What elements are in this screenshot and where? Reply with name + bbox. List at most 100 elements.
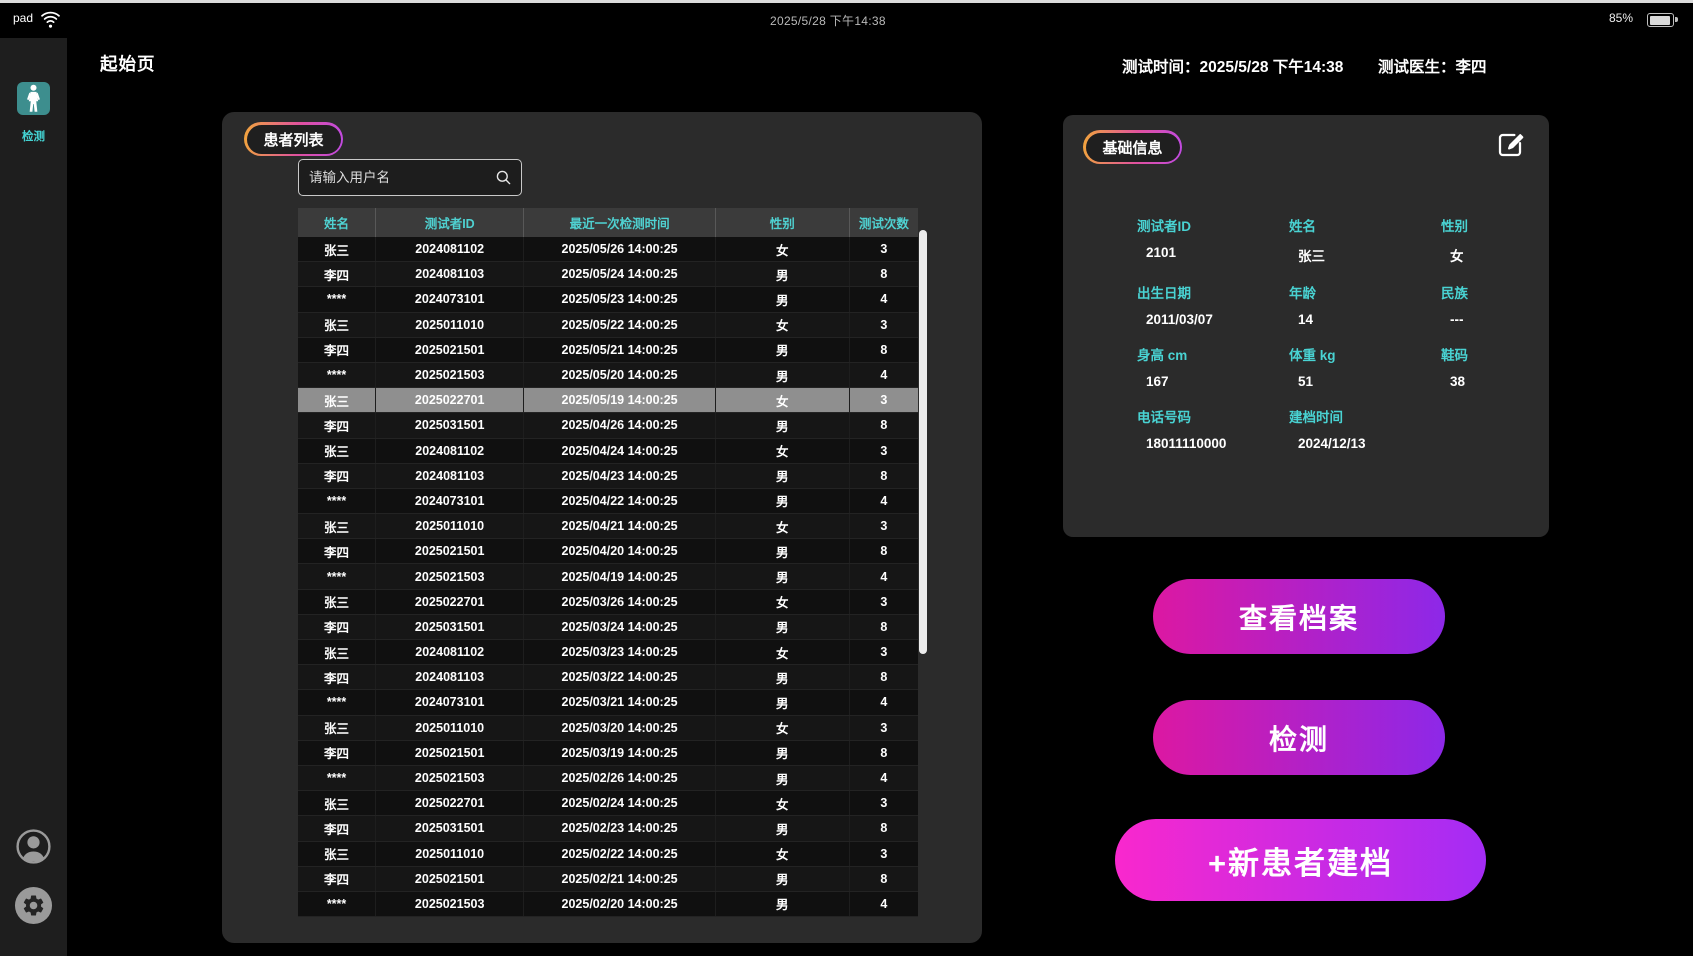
table-row[interactable]: **** 2025021503 2025/02/26 14:00:25 男 4	[298, 765, 918, 792]
table-cell: 2024081102	[376, 237, 525, 262]
table-cell: 4	[880, 896, 888, 911]
table-row[interactable]: 李四 2024081103 2025/03/22 14:00:25 男 8	[298, 665, 918, 691]
table-cell: 李四	[298, 337, 377, 362]
new-patient-button[interactable]: +新患者建档	[1115, 819, 1486, 901]
table-cell: 男	[716, 463, 850, 488]
field-value: 2101	[1146, 245, 1177, 260]
table-row[interactable]: 李四 2025031501 2025/04/26 14:00:25 男 8	[298, 413, 918, 439]
profile-icon[interactable]	[15, 828, 52, 865]
table-row[interactable]: 张三 2025011010 2025/04/21 14:00:25 女 3	[298, 514, 918, 540]
table-cell: 女	[716, 640, 850, 665]
search-input[interactable]	[307, 169, 494, 186]
scrollbar-thumb[interactable]	[919, 230, 927, 654]
table-row[interactable]: 李四 2024081103 2025/05/24 14:00:25 男 8	[298, 262, 918, 288]
table-cell: 女	[716, 237, 850, 262]
table-cell: ****	[298, 765, 377, 791]
table-row[interactable]: **** 2024073101 2025/04/22 14:00:25 男 4	[298, 488, 918, 515]
table-cell: 2025/03/20 14:00:25	[524, 715, 716, 740]
test-doctor-label: 测试医生：	[1378, 59, 1456, 76]
field-value: 38	[1450, 374, 1466, 389]
field-value: 2011/03/07	[1146, 312, 1213, 327]
table-row[interactable]: 李四 2025021501 2025/02/21 14:00:25 男 8	[298, 866, 918, 892]
table-cell: 张三	[298, 589, 377, 614]
info-field: 姓名 张三	[1289, 215, 1441, 265]
table-row[interactable]: 张三 2024081102 2025/04/24 14:00:25 女 3	[298, 438, 918, 464]
edit-icon[interactable]	[1495, 130, 1525, 160]
column-header: 姓名	[298, 208, 377, 237]
sidebar-item-detect[interactable]: 检测	[0, 82, 67, 144]
table-cell: 2024081102	[376, 438, 525, 463]
table-cell: ****	[298, 564, 377, 589]
patient-list-title-pill: 患者列表	[244, 122, 344, 156]
table-row[interactable]: 李四 2024081103 2025/04/23 14:00:25 男 8	[298, 463, 918, 489]
info-field: 性别女	[1441, 215, 1529, 265]
table-cell: 2025021503	[376, 362, 525, 388]
field-label: 测试者ID	[1137, 219, 1191, 234]
info-field: 年龄 14	[1289, 282, 1441, 327]
table-row[interactable]: 张三 2024081102 2025/03/23 14:00:25 女 3	[298, 640, 918, 666]
table-cell: 2025021503	[376, 564, 525, 589]
table-row[interactable]: 李四 2025031501 2025/03/24 14:00:25 男 8	[298, 614, 918, 640]
table-row[interactable]: 张三 2025022701 2025/03/26 14:00:25 女 3	[298, 589, 918, 615]
table-cell: 2025/04/22 14:00:25	[524, 488, 716, 514]
table-cell: 李四	[298, 539, 377, 564]
table-row[interactable]: 李四 2025031501 2025/02/23 14:00:25 男 8	[298, 816, 918, 842]
table-row[interactable]: 张三 2025011010 2025/02/22 14:00:25 女 3	[298, 841, 918, 867]
table-cell: 男	[716, 690, 850, 715]
table-cell: 李四	[298, 665, 377, 690]
table-cell: 2025/03/21 14:00:25	[524, 690, 716, 715]
patient-list-title: 患者列表	[246, 124, 341, 154]
table-row[interactable]: 张三 2024081102 2025/05/26 14:00:25 女 3	[298, 237, 918, 263]
test-time-label: 测试时间：	[1122, 59, 1200, 76]
table-cell: 张三	[298, 715, 377, 740]
table-cell: 3	[880, 393, 888, 408]
table-row[interactable]: **** 2024073101 2025/03/21 14:00:25 男 4	[298, 690, 918, 716]
field-value: 167	[1146, 374, 1169, 389]
table-row[interactable]: **** 2025021503 2025/05/20 14:00:25 男 4	[298, 362, 918, 389]
table-cell: 2025/04/20 14:00:25	[524, 539, 716, 564]
table-cell: 2025/02/20 14:00:25	[524, 891, 716, 917]
table-cell: 张三	[298, 388, 377, 413]
table-row[interactable]: **** 2025021503 2025/02/20 14:00:25 男 4	[298, 891, 918, 918]
field-value: 女	[1450, 249, 1464, 264]
table-row[interactable]: **** 2024073101 2025/05/23 14:00:25 男 4	[298, 287, 918, 313]
table-cell: 张三	[298, 640, 377, 665]
table-cell: 李四	[298, 866, 377, 891]
table-cell: 8	[880, 871, 888, 886]
table-row[interactable]: 李四 2025021501 2025/04/20 14:00:25 男 8	[298, 539, 918, 565]
table-cell: 男	[716, 413, 850, 438]
table-cell: 2025/03/26 14:00:25	[524, 589, 716, 614]
field-label: 出生日期	[1137, 286, 1191, 301]
table-cell: 8	[880, 468, 888, 483]
field-label: 体重 kg	[1289, 348, 1336, 363]
table-cell: 2025/04/19 14:00:25	[524, 564, 716, 589]
view-archive-button[interactable]: 查看档案	[1153, 579, 1445, 654]
table-cell: 2025/05/23 14:00:25	[524, 287, 716, 312]
table-row[interactable]: 李四 2025021501 2025/03/19 14:00:25 男 8	[298, 740, 918, 766]
table-cell: 3	[880, 846, 888, 861]
field-value: 51	[1298, 374, 1314, 389]
table-row[interactable]: 李四 2025021501 2025/05/21 14:00:25 男 8	[298, 337, 918, 363]
table-cell: 2025021503	[376, 765, 525, 791]
settings-gear-icon[interactable]	[14, 886, 53, 925]
table-cell: 张三	[298, 841, 377, 866]
table-row[interactable]: **** 2025021503 2025/04/19 14:00:25 男 4	[298, 564, 918, 590]
table-cell: 男	[716, 816, 850, 841]
table-row[interactable]: 张三 2025011010 2025/03/20 14:00:25 女 3	[298, 715, 918, 741]
field-label: 年龄	[1289, 286, 1316, 301]
info-field: 民族 ---	[1441, 282, 1529, 327]
table-row[interactable]: 张三 2025011010 2025/05/22 14:00:25 女 3	[298, 312, 918, 338]
detect-button[interactable]: 检测	[1153, 700, 1445, 775]
test-doctor: 测试医生：李四	[1378, 55, 1487, 77]
field-label: 电话号码	[1137, 410, 1191, 425]
table-row[interactable]: 张三 2025022701 2025/02/24 14:00:25 女 3	[298, 791, 918, 817]
table-row[interactable]: 张三 2025022701 2025/05/19 14:00:25 女 3	[298, 388, 918, 414]
table-cell: 男	[716, 665, 850, 690]
table-cell: 女	[716, 715, 850, 740]
table-cell: 女	[716, 589, 850, 614]
test-doctor-value: 李四	[1455, 59, 1487, 76]
table-cell: 2025011010	[376, 312, 525, 337]
table-cell: 8	[880, 418, 888, 433]
table-cell: 男	[716, 362, 850, 388]
